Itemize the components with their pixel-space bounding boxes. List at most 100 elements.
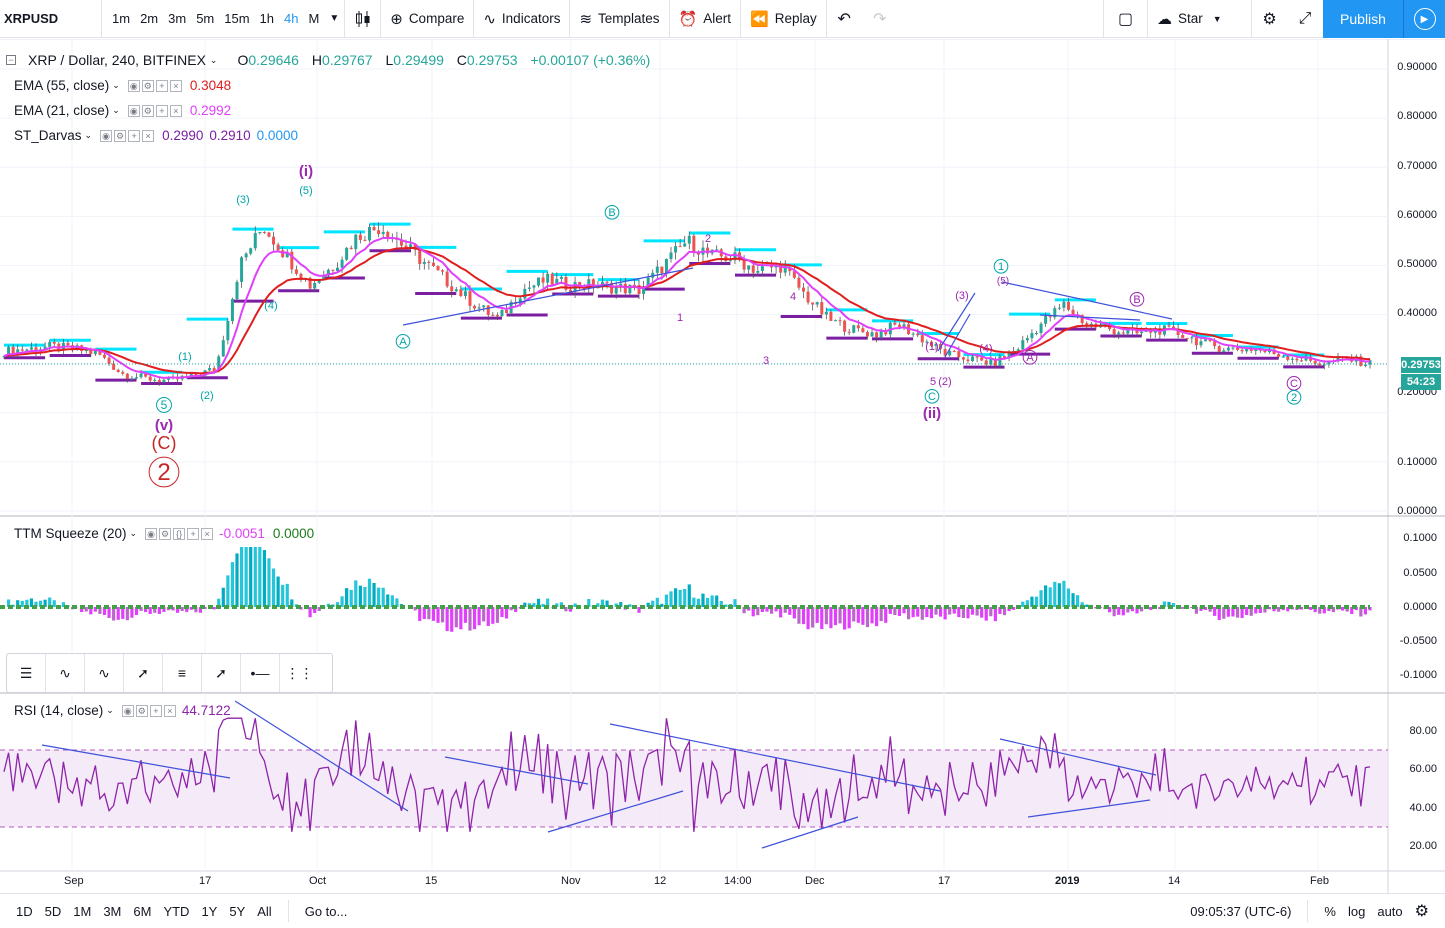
- percent-toggle[interactable]: %: [1324, 903, 1336, 919]
- compare-button[interactable]: ⊕ Compare: [380, 0, 473, 38]
- lines-menu-icon[interactable]: ☰: [7, 654, 46, 692]
- ttm-bar: [372, 582, 376, 607]
- range-All[interactable]: All: [257, 903, 272, 919]
- chart-area[interactable]: (v) (C) 2 5 (1) (2) (3) (4) (5) (i) A B 1 2 3 4 C (ii) (1)…: [0, 38, 1445, 893]
- horizontal-ray-icon[interactable]: •—: [241, 654, 280, 692]
- candle-body: [824, 311, 828, 315]
- wave-label: 2: [1291, 392, 1297, 404]
- indicator-controls[interactable]: ◉ ⚙ + ×: [100, 129, 156, 142]
- chevron-down-icon[interactable]: ⌄: [84, 130, 93, 140]
- candle-body: [262, 231, 266, 233]
- ema55-legend[interactable]: EMA (55, close) ⌄ ◉ ⚙ + × 0.3048: [14, 78, 231, 93]
- ttm-bar: [906, 607, 911, 620]
- timeframe-M[interactable]: M: [308, 11, 320, 26]
- undo-icon[interactable]: ↶: [825, 0, 862, 38]
- wave-label: (3): [955, 290, 968, 302]
- elliott-correction-icon[interactable]: ∿: [85, 654, 124, 692]
- rsi-legend[interactable]: RSI (14, close) ⌄ ◉ ⚙ + × 44.7122: [14, 703, 231, 718]
- indicator-controls[interactable]: ◉ ⚙ + ×: [127, 104, 184, 117]
- expand-icon[interactable]: ⤢: [1298, 9, 1312, 27]
- timeframe-2m[interactable]: 2m: [140, 11, 159, 26]
- ttm-bar: [52, 600, 56, 607]
- wave-circle: [1286, 390, 1302, 405]
- range-6M[interactable]: 6M: [133, 903, 152, 919]
- timeframe-5m[interactable]: 5m: [196, 11, 215, 26]
- gear-icon[interactable]: ⚙: [1251, 0, 1287, 38]
- ttm-bar: [1222, 607, 1226, 619]
- ttm-bar: [925, 607, 929, 618]
- darvas-legend[interactable]: ST_Darvas ⌄ ◉ ⚙ + × 0.2990 0.2910 0.0000: [14, 128, 298, 143]
- ttm-legend[interactable]: TTM Squeeze (20) ⌄ ◉ ⚙{} + × -0.0051 0.0000: [14, 526, 314, 541]
- candle-body: [929, 341, 933, 346]
- candle-body: [1249, 348, 1253, 352]
- ttm-bar: [358, 585, 362, 607]
- ttm-bar: [820, 607, 824, 630]
- chevron-down-icon[interactable]: ⌄: [112, 105, 120, 115]
- alert-button[interactable]: ⏰ Alert: [668, 0, 740, 38]
- clock[interactable]: 09:05:37 (UTC-6): [1190, 903, 1292, 919]
- ttm-bar: [212, 607, 216, 610]
- indicator-controls[interactable]: ◉ ⚙{} + ×: [145, 527, 215, 540]
- candle-body: [1336, 356, 1340, 362]
- fullscreen-square-icon[interactable]: ▢: [1103, 0, 1147, 38]
- templates-button[interactable]: ≋ Templates: [569, 0, 668, 38]
- ttm-bar: [217, 598, 221, 607]
- indicators-button[interactable]: ∿ Indicators: [473, 0, 569, 38]
- publish-button[interactable]: Publish: [1323, 0, 1403, 38]
- timeframe-1m[interactable]: 1m: [112, 11, 131, 26]
- timeframe-3m[interactable]: 3m: [168, 11, 187, 26]
- ttm-bar: [587, 598, 591, 607]
- chevron-down-icon[interactable]: ⌄: [209, 54, 218, 65]
- redo-icon[interactable]: ↷: [873, 10, 887, 28]
- indicator-controls[interactable]: ◉ ⚙ + ×: [121, 704, 178, 717]
- ttm-bar: [43, 599, 47, 607]
- ttm-bar: [1057, 583, 1061, 607]
- ttm-bar: [422, 607, 426, 620]
- cloud-save-button[interactable]: ☁ Star ▼: [1147, 0, 1251, 38]
- collapse-icon[interactable]: −: [6, 55, 16, 65]
- elliott-impulse-icon[interactable]: ∿: [46, 654, 85, 692]
- chevron-down-icon[interactable]: ⌄: [112, 80, 120, 90]
- gear-icon[interactable]: ⚙: [1414, 903, 1429, 920]
- ttm-bar: [619, 602, 623, 607]
- range-1D[interactable]: 1D: [16, 903, 33, 919]
- timeframe-15m[interactable]: 15m: [224, 11, 250, 26]
- ttm-bar: [705, 597, 710, 607]
- chevron-down-icon[interactable]: ⌄: [129, 528, 138, 538]
- ttm-bar: [673, 588, 678, 607]
- ttm-bar: [98, 607, 102, 614]
- candle-body: [367, 226, 371, 241]
- timeframe-4h[interactable]: 4h: [284, 11, 299, 26]
- range-1Y[interactable]: 1Y: [201, 903, 218, 919]
- bar-countdown-tag: 54:23: [1401, 374, 1441, 390]
- trend-line-icon[interactable]: ➚: [124, 654, 163, 692]
- replay-button[interactable]: ⏪ Replay: [740, 0, 826, 38]
- log-toggle[interactable]: log: [1347, 903, 1366, 919]
- ema21-legend[interactable]: EMA (21, close) ⌄ ◉ ⚙ + × 0.2992: [14, 103, 231, 118]
- more-tools-icon[interactable]: ⋮⋮: [285, 664, 314, 681]
- range-1M[interactable]: 1M: [73, 903, 92, 919]
- candle-body: [294, 269, 298, 274]
- range-5Y[interactable]: 5Y: [229, 903, 246, 919]
- chart-canvas[interactable]: (v)(C)25(1)(2)(3)(4)(5)(i)AB1234C(ii)(1)…: [0, 38, 1445, 893]
- auto-toggle[interactable]: auto: [1377, 903, 1403, 919]
- candle-style-icon[interactable]: [344, 0, 380, 38]
- candle-body: [427, 261, 431, 263]
- timeframe-1h[interactable]: 1h: [259, 11, 275, 26]
- symbol-search[interactable]: XRPUSD: [0, 0, 102, 38]
- range-YTD[interactable]: YTD: [163, 903, 190, 919]
- chevron-down-icon[interactable]: ⌄: [106, 705, 114, 715]
- ray-icon[interactable]: ➚: [202, 654, 241, 692]
- chevron-down-icon[interactable]: ▼: [329, 13, 340, 24]
- candle-body: [208, 368, 212, 371]
- candle-body: [1363, 364, 1367, 366]
- goto-button[interactable]: Go to...: [304, 903, 348, 919]
- candle-body: [664, 259, 668, 274]
- indicator-controls[interactable]: ◉ ⚙ + ×: [127, 79, 184, 92]
- ttm-bar: [34, 601, 38, 607]
- range-3M[interactable]: 3M: [103, 903, 122, 919]
- ttm-bar: [1267, 607, 1272, 610]
- fib-icon[interactable]: ≡: [163, 654, 202, 692]
- range-5D[interactable]: 5D: [44, 903, 62, 919]
- publish-options-button[interactable]: ▶: [1403, 0, 1445, 38]
